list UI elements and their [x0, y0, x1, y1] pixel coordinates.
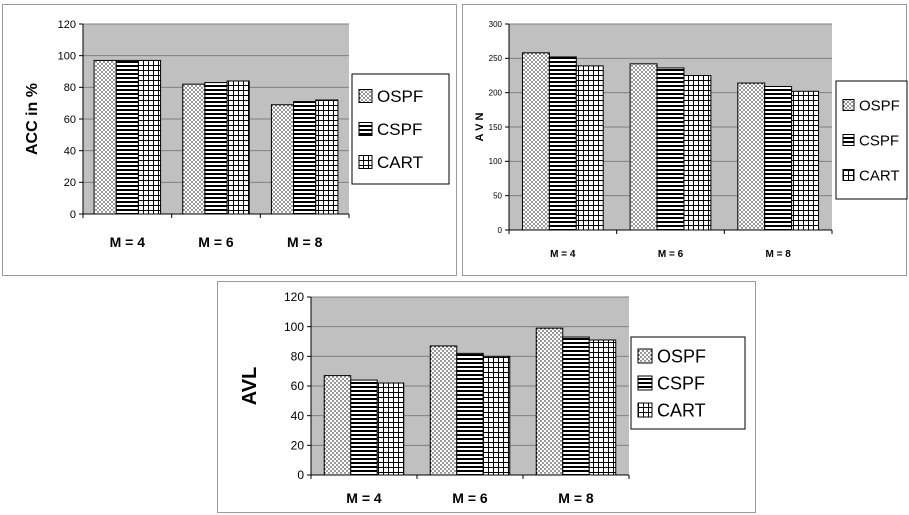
- bar-cart-2: [482, 355, 511, 476]
- y-tick-label: 150: [489, 123, 503, 132]
- bar-cart-2: [683, 75, 712, 231]
- y-axis-title: AVL: [239, 367, 261, 406]
- legend-label-ospf: OSPF: [657, 346, 706, 366]
- y-tick-label: 0: [70, 209, 76, 221]
- bar-cart-1: [376, 382, 405, 476]
- bar-cspf-3: [562, 336, 590, 476]
- x-category-label: M = 4: [550, 249, 576, 260]
- y-tick-label: 50: [493, 191, 502, 200]
- legend-swatch-cspf: [842, 134, 855, 146]
- x-category-label: M = 8: [558, 490, 594, 506]
- legend-swatch-ospf: [637, 348, 653, 364]
- bar-cspf-3: [764, 85, 793, 231]
- avl-bar-chart: 0 20 40 60 80 100 120 M = 4 M = 6 M = 8 AVL OSPF CSP…: [239, 290, 746, 506]
- bar-ospf-1: [323, 375, 352, 476]
- legend-swatch-cspf: [358, 122, 373, 136]
- y-tick-label: 80: [64, 82, 76, 94]
- y-tick-label: 100: [58, 51, 76, 63]
- y-tick-label: 0: [297, 468, 304, 482]
- bar-cart-3: [315, 99, 339, 215]
- legend-swatch-cart: [842, 169, 855, 181]
- bar-ospf-1: [521, 52, 550, 231]
- legend-label-ospf: OSPF: [859, 97, 900, 114]
- y-tick-label: 300: [489, 20, 503, 29]
- y-tick-label: 40: [64, 146, 76, 158]
- legend-label-ospf: OSPF: [377, 87, 423, 106]
- y-tick-label: 0: [498, 226, 503, 235]
- bar-cart-1: [575, 65, 604, 231]
- y-tick-label: 20: [291, 439, 305, 453]
- avn-bar-chart: 0 50 100 150 200 250 300 M = 4 M = 6 M = 8 A V N OS…: [474, 20, 908, 260]
- y-tick-label: 40: [291, 409, 305, 423]
- y-axis-title: A V N: [474, 112, 486, 141]
- legend-swatch-cart: [637, 402, 653, 418]
- bar-ospf-1: [93, 59, 117, 215]
- legend-swatch-ospf: [358, 89, 373, 103]
- bar-cspf-3: [293, 101, 317, 215]
- legend-label-cspf: CSPF: [859, 132, 899, 149]
- bar-ospf-3: [535, 327, 564, 476]
- chart-panel-acc: 0 20 40 60 80 100 120 M = 4 M = 6 M = 8 ACC in % OS…: [2, 4, 457, 276]
- bar-cspf-2: [656, 67, 685, 231]
- x-category-label: M = 6: [452, 490, 488, 506]
- bar-cart-3: [588, 339, 617, 476]
- bar-cspf-2: [204, 82, 228, 215]
- y-tick-label: 250: [489, 54, 503, 63]
- bar-ospf-3: [270, 104, 295, 215]
- x-category-label: M = 4: [110, 234, 146, 250]
- legend-label-cart: CART: [859, 167, 900, 184]
- y-axis-title: ACC in %: [24, 83, 41, 155]
- y-tick-label: 80: [291, 350, 305, 364]
- legend-label-cspf: CSPF: [377, 120, 422, 139]
- bar-cart-1: [137, 59, 162, 215]
- y-tick-label: 20: [64, 177, 76, 189]
- y-tick-label: 200: [489, 88, 503, 97]
- bar-ospf-3: [737, 82, 766, 231]
- bar-ospf-2: [629, 63, 658, 231]
- x-category-label: M = 8: [766, 249, 792, 260]
- x-category-label: M = 4: [346, 490, 382, 506]
- bar-cart-3: [791, 90, 820, 231]
- y-tick-label: 120: [58, 19, 76, 31]
- bar-cspf-1: [548, 56, 577, 231]
- legend-label-cart: CART: [657, 400, 706, 420]
- chart-panel-avl: 0 20 40 60 80 100 120 M = 4 M = 6 M = 8 AVL OSPF CSP…: [217, 281, 756, 513]
- legend-swatch-ospf: [842, 99, 855, 111]
- legend-swatch-cspf: [637, 375, 653, 391]
- legend-label-cart: CART: [377, 153, 423, 172]
- y-tick-label: 100: [489, 157, 503, 166]
- legend-swatch-cart: [358, 155, 373, 169]
- bar-cart-2: [226, 80, 250, 215]
- bar-ospf-2: [429, 345, 458, 476]
- chart-panel-avn: 0 50 100 150 200 250 300 M = 4 M = 6 M = 8 A V N OS…: [462, 4, 908, 276]
- y-tick-label: 100: [284, 320, 304, 334]
- y-tick-label: 60: [291, 379, 305, 393]
- bar-cspf-1: [350, 379, 378, 476]
- bar-cspf-2: [456, 352, 484, 476]
- x-category-label: M = 8: [287, 234, 323, 250]
- x-category-label: M = 6: [658, 249, 684, 260]
- x-category-label: M = 6: [198, 234, 234, 250]
- bar-ospf-2: [182, 83, 206, 215]
- legend-label-cspf: CSPF: [657, 373, 705, 393]
- bar-cspf-1: [115, 59, 139, 215]
- acc-bar-chart: 0 20 40 60 80 100 120 M = 4 M = 6 M = 8 ACC in % OS…: [24, 19, 450, 250]
- y-tick-label: 120: [284, 290, 304, 304]
- y-tick-label: 60: [64, 114, 76, 126]
